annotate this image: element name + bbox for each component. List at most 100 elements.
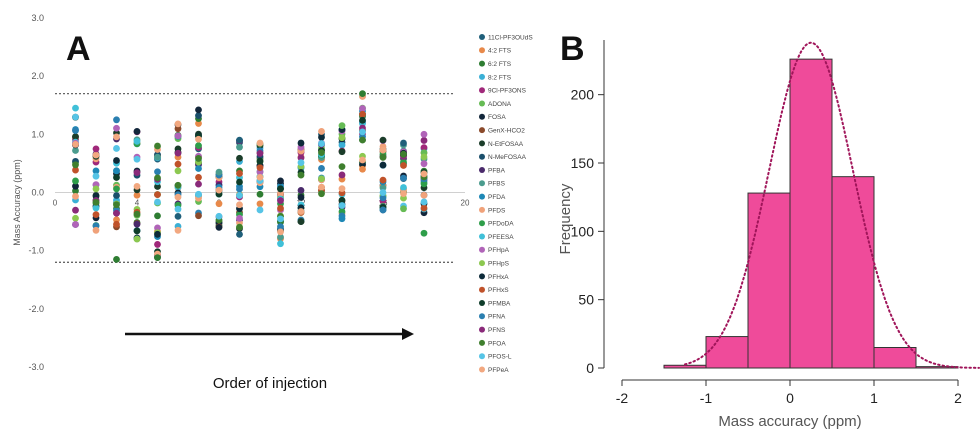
legend-label: PFBA xyxy=(488,167,506,174)
scatter-point xyxy=(113,124,120,132)
scatter-point xyxy=(154,198,161,206)
scatter-point xyxy=(113,167,120,175)
scatter-point xyxy=(318,190,325,198)
scatter-point xyxy=(420,153,428,161)
legend-label: PFPeA xyxy=(488,367,509,374)
scatter-point xyxy=(215,212,223,220)
legend-label: PFHpA xyxy=(488,247,510,254)
scatter-chart: 3.02.01.00.0-1.0-2.0-3.0 048121620 Mass … xyxy=(12,13,533,392)
scatter-point xyxy=(236,223,243,231)
x-tick-label: 0 xyxy=(786,390,794,406)
scatter-point xyxy=(113,255,120,263)
y-tick-label: 150 xyxy=(571,155,595,171)
scatter-point xyxy=(379,136,387,144)
scatter-point xyxy=(420,170,428,178)
scatter-point xyxy=(133,191,141,199)
scatter-point xyxy=(256,200,264,208)
legend-marker xyxy=(479,193,485,200)
legend-marker xyxy=(479,180,485,187)
scatter-point xyxy=(359,105,366,112)
scatter-point xyxy=(72,206,79,214)
scatter-point xyxy=(379,153,387,161)
scatter-point xyxy=(195,212,202,220)
scatter-point xyxy=(359,136,366,144)
scatter-point xyxy=(174,120,182,128)
scatter-point xyxy=(174,160,182,168)
legend-label: 4:2 FTS xyxy=(488,48,512,55)
scatter-point xyxy=(133,210,141,218)
scatter-point xyxy=(277,240,284,248)
scatter-point xyxy=(92,204,100,212)
legend-label: PFMBA xyxy=(488,300,511,307)
scatter-point xyxy=(359,90,366,98)
scatter-point xyxy=(256,139,264,147)
legend-label: FOSA xyxy=(488,114,506,121)
panel-a-label: A xyxy=(66,30,91,68)
scatter-point xyxy=(72,192,79,200)
scatter-point xyxy=(133,169,141,177)
y-tick-label: 50 xyxy=(578,292,594,308)
scatter-point xyxy=(338,148,346,156)
legend-label: PFEESA xyxy=(488,234,514,241)
scatter-point xyxy=(338,202,346,209)
scatter-point xyxy=(318,175,325,183)
scatter-point xyxy=(72,140,79,148)
scatter-point xyxy=(72,166,79,174)
panel-b-label: B xyxy=(560,30,585,68)
scatter-point xyxy=(133,128,141,135)
scatter-point xyxy=(338,196,346,204)
scatter-y-ticks: 3.0 2.0 1.0 0.0 -1.0 -2.0 -3.0 xyxy=(28,13,44,372)
scatter-point xyxy=(72,182,79,190)
y-tick-label: 2.0 xyxy=(31,71,44,81)
legend-marker xyxy=(479,220,485,227)
legend-marker xyxy=(479,300,485,306)
scatter-point xyxy=(113,145,120,152)
scatter-point xyxy=(174,212,182,220)
scatter-point xyxy=(236,143,243,151)
scatter-point xyxy=(318,128,325,135)
x-tick-label: 2 xyxy=(954,390,962,406)
scatter-point xyxy=(72,147,79,154)
scatter-point xyxy=(72,104,79,112)
y-tick-label: 3.0 xyxy=(31,13,44,23)
y-tick-label: 100 xyxy=(571,223,595,239)
scatter-point xyxy=(195,135,202,143)
scatter-point xyxy=(92,185,100,193)
scatter-point xyxy=(400,205,407,213)
scatter-point xyxy=(195,112,202,120)
scatter-point xyxy=(277,185,284,193)
scatter-point xyxy=(236,154,243,162)
scatter-point xyxy=(359,110,366,118)
scatter-x-axis-label: Order of injection xyxy=(213,375,327,392)
legend-label: PFNS xyxy=(488,327,506,334)
scatter-point xyxy=(215,168,223,176)
scatter-point xyxy=(359,128,366,136)
scatter-point xyxy=(277,197,284,204)
scatter-point xyxy=(277,233,284,241)
histogram-bar xyxy=(663,364,707,369)
histogram-y-ticks: 0 50 100 150 200 xyxy=(571,87,604,376)
scatter-point xyxy=(277,177,284,185)
scatter-point xyxy=(92,172,100,180)
scatter-point xyxy=(379,161,387,169)
y-tick-label: 200 xyxy=(571,87,595,103)
histogram-x-axis-label: Mass accuracy (ppm) xyxy=(718,413,861,430)
scatter-point xyxy=(318,164,325,172)
scatter-point xyxy=(154,174,161,182)
legend-marker xyxy=(479,326,485,333)
scatter-point xyxy=(154,254,161,262)
scatter-point xyxy=(72,177,79,185)
scatter-point xyxy=(420,160,428,168)
scatter-point xyxy=(154,153,161,161)
scatter-point xyxy=(236,136,243,144)
scatter-point xyxy=(338,141,346,149)
scatter-point xyxy=(92,151,100,159)
legend-label: PFOS-L xyxy=(488,354,512,361)
scatter-point xyxy=(133,182,141,190)
scatter-point xyxy=(318,183,325,191)
scatter-point xyxy=(72,214,79,222)
scatter-point xyxy=(174,125,182,133)
scatter-point xyxy=(420,180,428,188)
scatter-point xyxy=(195,142,202,150)
scatter-point xyxy=(72,221,79,228)
